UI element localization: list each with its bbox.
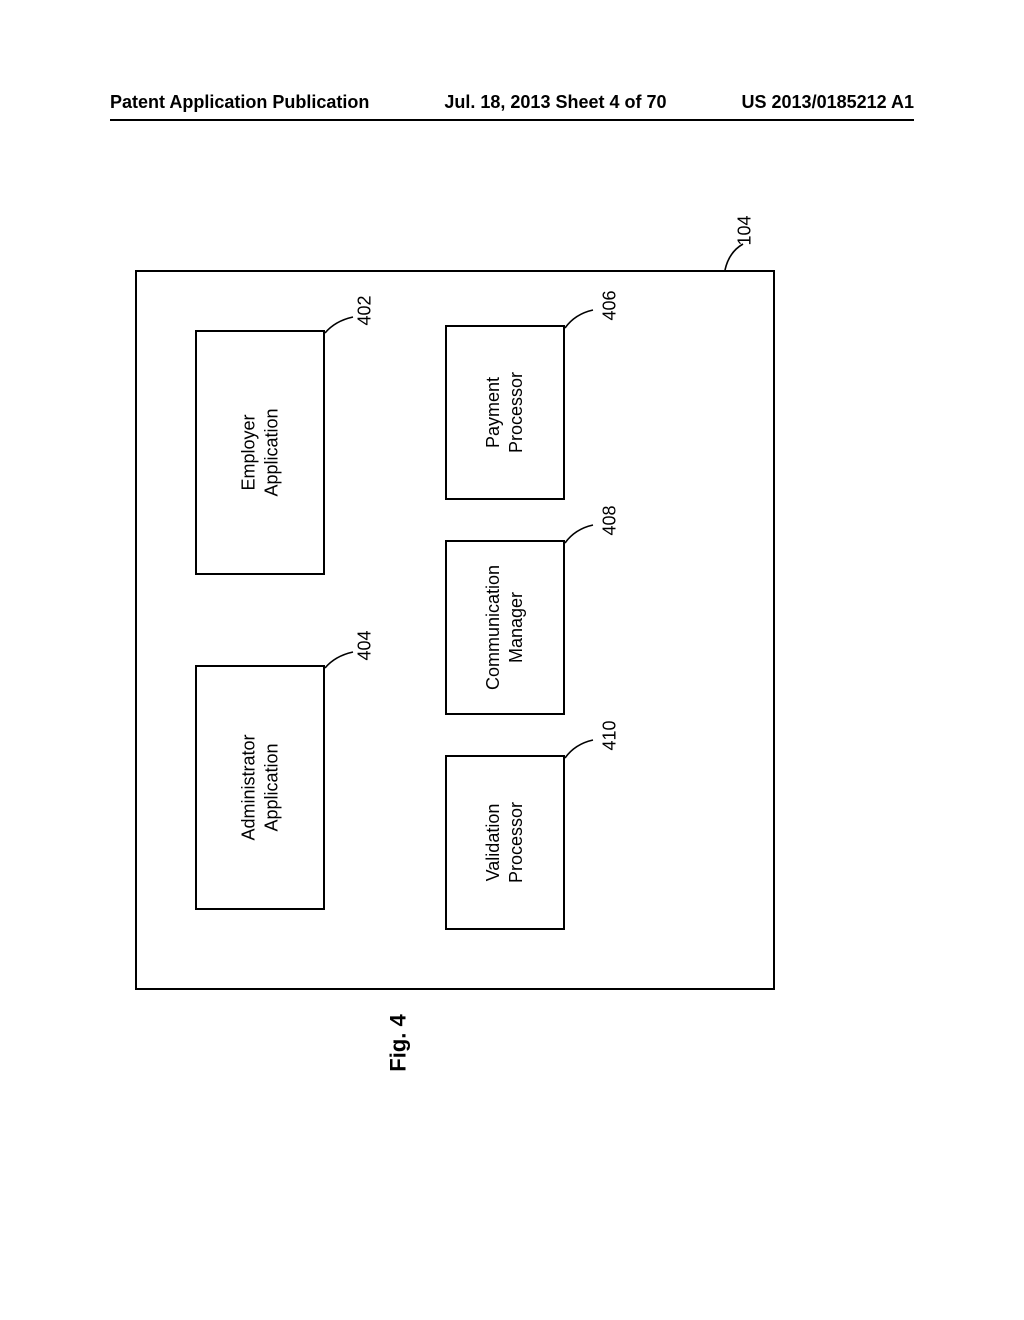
leader-408 — [563, 523, 603, 553]
block-employer-application: Employer Application — [195, 330, 325, 575]
leader-402 — [323, 315, 363, 345]
header-center: Jul. 18, 2013 Sheet 4 of 70 — [444, 92, 666, 113]
figure-caption: Fig. 4 — [386, 1014, 412, 1071]
block-administrator-application: Administrator Application — [195, 665, 325, 910]
header-right: US 2013/0185212 A1 — [742, 92, 914, 113]
label-validation-processor: Validation Processor — [483, 802, 528, 883]
label-payment-processor: Payment Processor — [483, 372, 528, 453]
page: Patent Application Publication Jul. 18, … — [0, 0, 1024, 1320]
leader-404 — [323, 650, 363, 680]
page-header: Patent Application Publication Jul. 18, … — [110, 92, 914, 121]
figure-4: 104 Employer Application 402 Administrat… — [135, 230, 775, 990]
label-employer-application: Employer Application — [238, 408, 283, 496]
label-administrator-application: Administrator Application — [238, 734, 283, 840]
block-communication-manager: Communication Manager — [445, 540, 565, 715]
block-payment-processor: Payment Processor — [445, 325, 565, 500]
block-validation-processor: Validation Processor — [445, 755, 565, 930]
leader-406 — [563, 308, 603, 338]
label-communication-manager: Communication Manager — [483, 565, 528, 690]
leader-410 — [563, 738, 603, 768]
leader-104 — [715, 238, 755, 278]
header-left: Patent Application Publication — [110, 92, 369, 113]
